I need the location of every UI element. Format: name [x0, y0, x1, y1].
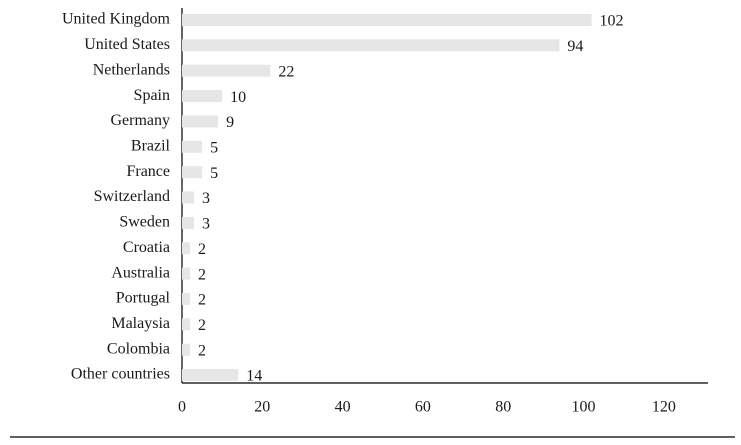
- y-tick-label: Portugal: [116, 290, 171, 307]
- y-tick-label: Spain: [134, 87, 170, 104]
- y-tick-label: Other countries: [71, 366, 170, 383]
- y-tick-label: Sweden: [119, 214, 170, 231]
- bar: [182, 369, 239, 382]
- value-label: 102: [600, 13, 624, 30]
- bar: [182, 267, 191, 280]
- value-label: 2: [198, 317, 206, 334]
- x-tick-label: 80: [495, 399, 511, 416]
- value-label: 2: [198, 292, 206, 309]
- bar: [182, 242, 191, 255]
- bar: [182, 64, 271, 77]
- y-tick-label: Australia: [111, 264, 170, 281]
- bar: [182, 14, 592, 26]
- x-tick-label: 20: [254, 399, 270, 416]
- value-label: 3: [202, 190, 210, 207]
- value-label: 22: [278, 63, 294, 80]
- value-label: 2: [198, 342, 206, 359]
- bar: [182, 318, 191, 331]
- y-tick-label: Brazil: [131, 137, 171, 154]
- y-tick-label: Colombia: [107, 340, 170, 357]
- bar: [182, 39, 560, 52]
- x-tick-label: 120: [652, 399, 676, 416]
- bar: [182, 216, 195, 229]
- y-tick-label: France: [126, 163, 170, 180]
- bar: [182, 90, 223, 103]
- y-tick-label: United Kingdom: [62, 11, 171, 28]
- y-tick-label: Germany: [110, 112, 170, 129]
- bar: [182, 191, 195, 204]
- value-label: 2: [198, 241, 206, 258]
- value-label: 5: [210, 165, 218, 182]
- x-tick-label: 40: [335, 399, 351, 416]
- bar: [182, 166, 203, 179]
- value-label: 2: [198, 266, 206, 283]
- x-tick-label: 60: [415, 399, 431, 416]
- bar: [182, 292, 191, 305]
- x-tick-label: 0: [178, 399, 186, 416]
- value-label: 5: [210, 139, 218, 156]
- y-tick-label: Croatia: [123, 239, 170, 256]
- value-label: 9: [226, 114, 234, 131]
- bar: [182, 140, 203, 153]
- y-tick-label: United States: [84, 36, 170, 53]
- y-tick-label: Switzerland: [94, 188, 170, 205]
- value-label: 10: [230, 89, 246, 106]
- value-label: 94: [567, 38, 583, 55]
- bar: [182, 343, 191, 356]
- bar: [182, 115, 219, 128]
- value-label: 3: [202, 216, 210, 233]
- value-label: 14: [246, 368, 262, 385]
- x-tick-label: 100: [572, 399, 596, 416]
- y-tick-label: Netherlands: [93, 61, 170, 78]
- y-tick-label: Malaysia: [111, 315, 170, 332]
